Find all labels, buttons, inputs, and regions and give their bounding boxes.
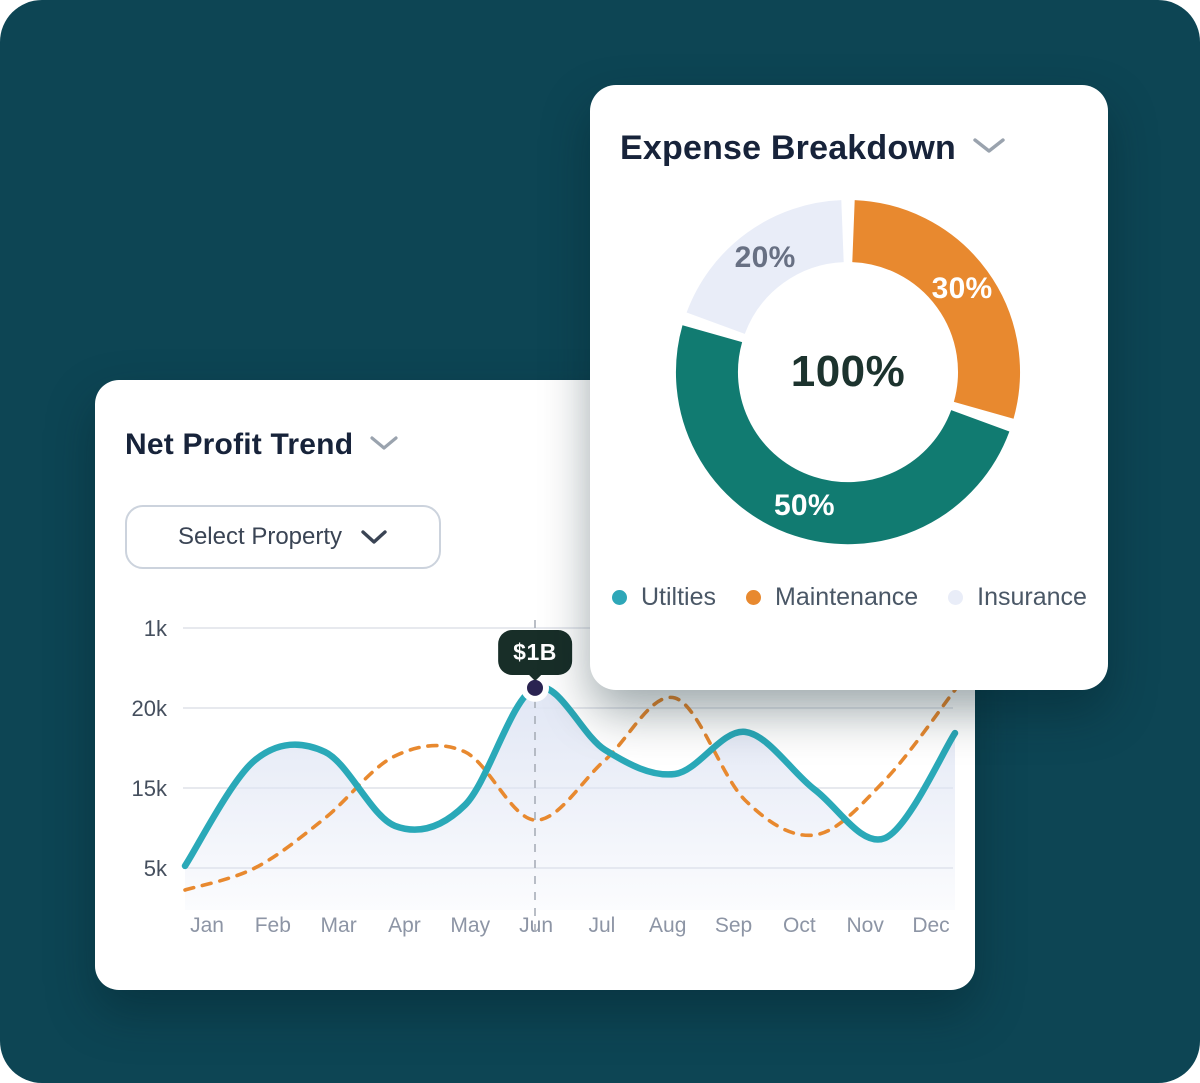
donut-slice-maintenance[interactable] — [851, 200, 1020, 419]
tooltip-value: $1B — [513, 639, 557, 665]
x-axis-label: Sep — [715, 914, 752, 937]
select-property-label: Select Property — [177, 523, 343, 550]
net-profit-line — [181, 683, 959, 870]
slice-label-insurance: 20% — [734, 240, 796, 274]
y-axis-label: 15k — [132, 776, 168, 801]
x-axis-label: Dec — [912, 914, 949, 937]
y-axis-label: 5k — [144, 856, 168, 881]
expense-card-title: Expense Breakdown — [620, 129, 956, 167]
legend-label: Utilties — [641, 583, 717, 611]
expense-breakdown-card: Expense Breakdown 30% 50% 20% 100% Utiltie… — [590, 85, 1108, 690]
legend-item-maintenance: Maintenance — [746, 583, 918, 612]
select-property-dropdown[interactable]: Select Property — [125, 505, 441, 569]
chevron-down-icon[interactable] — [369, 434, 399, 457]
line-chart-svg: 1k 20k 15k 5k Jan Feb Mar Apr May Jun Jul Aug Sep Oct… — [132, 616, 959, 938]
donut-slice-utilties[interactable] — [675, 325, 1010, 545]
chart-tooltip: $1B — [498, 630, 572, 675]
expense-card-header: Expense Breakdown — [620, 129, 1006, 168]
x-axis-label: Jan — [190, 914, 224, 937]
chevron-down-icon — [361, 529, 387, 544]
legend-dot-insurance — [948, 590, 964, 605]
legend-item-utilties: Utilties — [612, 583, 716, 612]
x-axis-label: Jul — [588, 914, 615, 937]
slice-label-utilties: 50% — [773, 489, 835, 523]
legend-label: Maintenance — [775, 583, 919, 611]
net-profit-line-chart: 1k 20k 15k 5k Jan Feb Mar Apr May Jun Jul Aug Sep Oct… — [95, 380, 975, 990]
x-axis-label: Feb — [255, 914, 291, 937]
profit-card-title: Net Profit Trend — [125, 428, 354, 461]
x-axis-label: Oct — [783, 914, 816, 937]
x-axis-label: Apr — [388, 914, 421, 937]
profit-card-header: Net Profit Trend — [125, 428, 399, 462]
donut-legend: Utilties Maintenance Insurance — [612, 583, 1087, 612]
legend-dot-maintenance — [746, 590, 762, 605]
comparison-dashed-line — [183, 688, 957, 892]
x-axis-label: Nov — [847, 914, 885, 937]
x-axis-label: Jun — [519, 914, 553, 937]
x-axis-label: Aug — [649, 914, 686, 937]
legend-dot-utilties — [612, 590, 627, 605]
legend-item-insurance: Insurance — [948, 583, 1087, 612]
donut-chart-svg — [675, 200, 1020, 545]
donut-center-label: 100% — [790, 347, 906, 396]
x-axis-label: Mar — [321, 914, 357, 937]
x-axis-label: May — [450, 914, 490, 937]
y-axis-label: 1k — [144, 616, 168, 641]
y-axis-label: 20k — [132, 696, 168, 721]
legend-label: Insurance — [977, 583, 1087, 611]
chevron-down-icon[interactable] — [972, 136, 1006, 161]
slice-label-maintenance: 30% — [931, 272, 993, 306]
expense-donut-chart: 30% 50% 20% 100% — [668, 192, 1028, 552]
marker-dot[interactable] — [527, 679, 543, 696]
donut-slice-insurance[interactable] — [686, 200, 845, 335]
